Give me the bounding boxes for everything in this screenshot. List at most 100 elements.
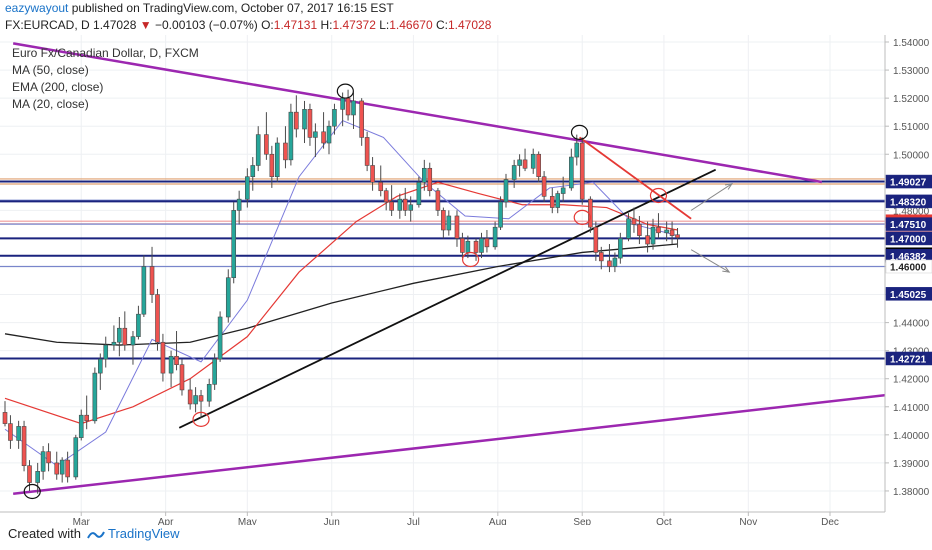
candle-body	[245, 176, 250, 200]
candle-body	[416, 182, 422, 206]
price-tick-label: 1.40000	[893, 431, 930, 442]
time-tick-label: Sep	[573, 517, 591, 525]
last-price: 1.47028	[93, 18, 137, 32]
candle-body	[435, 190, 441, 211]
candle-body	[359, 100, 364, 138]
candle-body	[321, 131, 326, 144]
candle-body	[168, 355, 174, 374]
price-badge	[885, 287, 932, 301]
open-label: O:	[261, 18, 274, 32]
candle-body	[97, 358, 103, 374]
legend-ema200[interactable]: EMA (200, close)	[12, 80, 104, 94]
price-badge-label: 1.46000	[890, 262, 927, 273]
price-tick-label: 1.44000	[893, 319, 930, 330]
candle-body	[92, 372, 98, 422]
candle-body	[631, 218, 637, 225]
legend-ma50[interactable]: MA (50, close)	[12, 63, 89, 77]
price-tick-label: 1.51000	[893, 122, 930, 133]
candle-body	[397, 198, 403, 211]
candle-body	[307, 109, 313, 138]
candle-body	[283, 142, 288, 161]
candle-body	[40, 451, 46, 472]
candle-body	[326, 125, 332, 144]
candle-body	[302, 109, 307, 130]
price-axis-bg	[885, 35, 932, 525]
time-tick-label: Aug	[489, 517, 507, 525]
time-tick-label: Mar	[73, 517, 91, 525]
price-tick-label: 1.38000	[893, 487, 930, 498]
candle-body	[612, 257, 618, 267]
projection-arrowhead	[722, 266, 731, 273]
candle-body	[136, 313, 141, 337]
close-label: C:	[435, 18, 448, 32]
time-tick-label: Nov	[739, 517, 757, 525]
candle-body	[530, 153, 536, 169]
candle-body	[54, 462, 60, 475]
tradingview-brand[interactable]: TradingView	[107, 526, 180, 541]
publish-text: published on TradingView.com, October 07…	[68, 1, 394, 15]
legend-ma20[interactable]: MA (20, close)	[12, 97, 89, 111]
price-chart[interactable]: 1.54000 1.53000 1.52000 1.51000 1.50000 1.490…	[0, 35, 932, 525]
time-tick-label: May	[238, 517, 257, 525]
low-value: 1.46670	[389, 18, 433, 32]
candle-body	[340, 97, 345, 110]
candle-body	[383, 190, 389, 203]
candle-body	[626, 218, 631, 239]
candle-body	[498, 201, 503, 228]
created-with-text: Created with	[8, 526, 81, 541]
publisher-link[interactable]: eazywayout	[5, 1, 69, 15]
projection-arrow	[690, 249, 730, 273]
candle-body	[78, 414, 84, 438]
trendline-resistance	[578, 136, 692, 220]
candle-body	[250, 165, 256, 177]
candle-body	[264, 134, 269, 155]
price-badge	[885, 351, 932, 366]
candle-body	[378, 182, 384, 192]
candle-body	[675, 234, 680, 238]
candle-body	[21, 426, 27, 467]
price-badge-label: 1.42721	[890, 354, 927, 365]
highlight-circle	[336, 83, 354, 99]
down-arrow-icon: ▼	[139, 18, 152, 32]
trendline-lower	[13, 390, 912, 496]
close-value: 1.47028	[447, 18, 492, 32]
candle-body	[8, 423, 13, 441]
price-badge-label: 1.46382	[890, 252, 927, 263]
candle-body	[364, 137, 370, 166]
candle-body	[130, 336, 136, 346]
candle-body	[370, 165, 375, 183]
candle-body	[569, 156, 574, 189]
ma50-line	[4, 181, 678, 425]
candle-body	[141, 266, 147, 315]
projection-arrow	[690, 183, 733, 211]
candle-body	[522, 159, 528, 169]
price-tick-label: 1.42000	[893, 375, 930, 386]
candle-body	[46, 451, 51, 464]
candle-body	[503, 179, 509, 203]
candle-body	[198, 395, 204, 402]
trendline-upper	[12, 42, 823, 184]
candle-body	[441, 210, 446, 231]
candle-body	[664, 229, 669, 234]
candle-body	[579, 142, 585, 200]
candle-body	[313, 131, 318, 138]
candle-body	[422, 167, 427, 183]
candle-body	[73, 437, 79, 478]
candle-body	[269, 153, 275, 177]
ma20-line	[4, 119, 678, 467]
candle-body	[16, 426, 21, 441]
highlight-circle	[192, 411, 210, 428]
price-badge	[885, 231, 932, 246]
candle-body	[389, 201, 394, 211]
candle-body	[2, 412, 8, 424]
candle-body	[479, 238, 484, 253]
candle-body	[35, 471, 40, 483]
price-badge	[885, 194, 932, 209]
candle-body	[27, 465, 32, 483]
price-badge-label: 1.48320	[890, 197, 927, 208]
candle-body	[446, 215, 452, 231]
candle-body	[225, 277, 231, 318]
candle-body	[111, 341, 117, 346]
symbol-label: FX:EURCAD, D	[5, 18, 90, 32]
candle-body	[541, 176, 547, 197]
